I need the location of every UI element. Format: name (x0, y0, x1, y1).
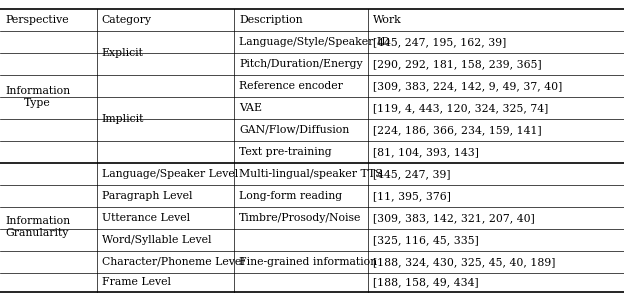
Text: Timbre/Prosody/Noise: Timbre/Prosody/Noise (239, 213, 361, 223)
Text: Word/Syllable Level: Word/Syllable Level (102, 235, 211, 245)
Text: Long-form reading: Long-form reading (239, 191, 342, 201)
Text: Description: Description (239, 15, 303, 25)
Text: [224, 186, 366, 234, 159, 141]: [224, 186, 366, 234, 159, 141] (373, 125, 542, 135)
Text: Reference encoder: Reference encoder (239, 81, 343, 91)
Text: Category: Category (102, 15, 152, 25)
Text: GAN/Flow/Diffusion: GAN/Flow/Diffusion (239, 125, 349, 135)
Text: Explicit: Explicit (102, 48, 144, 58)
Text: Frame Level: Frame Level (102, 277, 171, 287)
Text: [11, 395, 376]: [11, 395, 376] (373, 191, 451, 201)
Text: [309, 383, 142, 321, 207, 40]: [309, 383, 142, 321, 207, 40] (373, 213, 535, 223)
Text: Language/Speaker Level: Language/Speaker Level (102, 169, 238, 179)
Text: Language/Style/Speaker ID: Language/Style/Speaker ID (239, 37, 390, 47)
Text: [325, 116, 45, 335]: [325, 116, 45, 335] (373, 235, 479, 245)
Text: [81, 104, 393, 143]: [81, 104, 393, 143] (373, 147, 479, 157)
Text: Text pre-training: Text pre-training (239, 147, 331, 157)
Text: Paragraph Level: Paragraph Level (102, 191, 192, 201)
Text: Work: Work (373, 15, 402, 25)
Text: Fine-grained information: Fine-grained information (239, 257, 377, 267)
Text: [309, 383, 224, 142, 9, 49, 37, 40]: [309, 383, 224, 142, 9, 49, 37, 40] (373, 81, 562, 91)
Text: VAE: VAE (239, 103, 262, 113)
Text: Character/Phoneme Level: Character/Phoneme Level (102, 257, 245, 267)
Text: [445, 247, 39]: [445, 247, 39] (373, 169, 451, 179)
Text: Utterance Level: Utterance Level (102, 213, 190, 223)
Text: [290, 292, 181, 158, 239, 365]: [290, 292, 181, 158, 239, 365] (373, 59, 542, 69)
Text: Implicit: Implicit (102, 114, 144, 124)
Text: Perspective: Perspective (5, 15, 69, 25)
Text: [188, 158, 49, 434]: [188, 158, 49, 434] (373, 277, 479, 287)
Text: [119, 4, 443, 120, 324, 325, 74]: [119, 4, 443, 120, 324, 325, 74] (373, 103, 548, 113)
Text: [188, 324, 430, 325, 45, 40, 189]: [188, 324, 430, 325, 45, 40, 189] (373, 257, 555, 267)
Text: Information
Type: Information Type (5, 86, 70, 108)
Text: Pitch/Duration/Energy: Pitch/Duration/Energy (239, 59, 363, 69)
Text: Multi-lingual/speaker TTS: Multi-lingual/speaker TTS (239, 169, 383, 179)
Text: Information
Granularity: Information Granularity (5, 217, 70, 238)
Text: [445, 247, 195, 162, 39]: [445, 247, 195, 162, 39] (373, 37, 507, 47)
